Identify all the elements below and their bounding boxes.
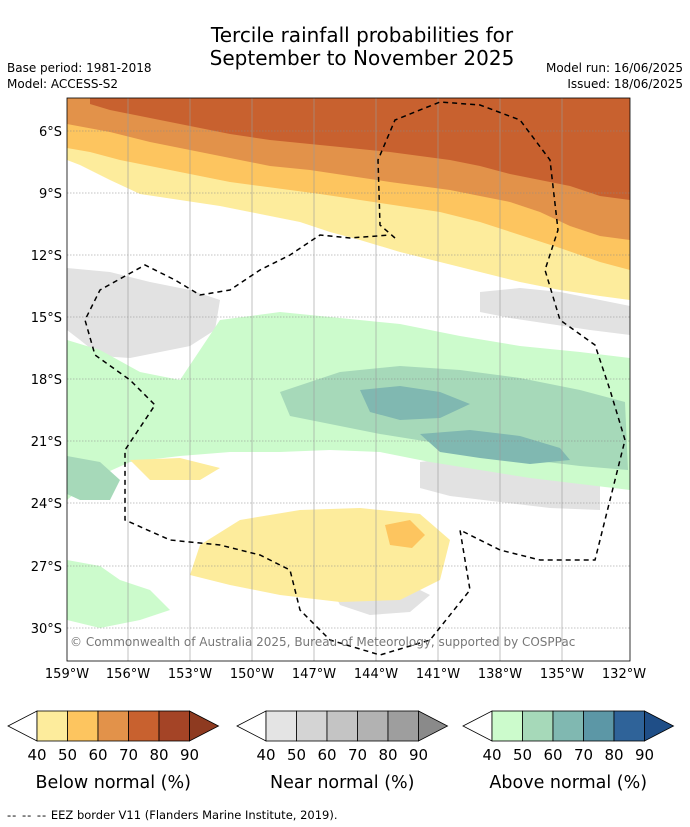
lon-label: 135°W [540, 667, 584, 682]
colorbar-segment [491, 710, 523, 742]
footer-legend: -- -- -- EEZ border V11 (Flanders Marine… [7, 808, 338, 822]
eez-legend-text: EEZ border V11 (Flanders Marine Institut… [50, 808, 338, 822]
colorbar-tick-label: 80 [378, 746, 397, 764]
above-normal-50-west [67, 456, 120, 500]
meta-left: Base period: 1981-2018 Model: ACCESS-S2 [7, 60, 152, 92]
colorbar-segment [583, 710, 615, 742]
colorbar-segment [97, 710, 129, 742]
lat-label: 18°S [31, 373, 62, 388]
colorbar-segment [613, 710, 645, 742]
lon-label: 153°W [168, 667, 212, 682]
colorbar-1: 40 50 60 70 80 90 Below normal (%) [7, 710, 220, 793]
lon-label: 144°W [354, 667, 398, 682]
colorbars: 40 50 60 70 80 90 Below normal (%) 40 50 60 70 80 90… [7, 710, 675, 793]
colorbar-tick-label: 90 [409, 746, 428, 764]
colorbar-segment [158, 710, 190, 742]
colorbar-2: 40 50 60 70 80 90 Near normal (%) [236, 710, 449, 793]
lat-label: 30°S [31, 622, 62, 637]
colorbar-segment [326, 710, 358, 742]
lon-label: 150°W [230, 667, 274, 682]
map-area: © Commonwealth of Australia 2025, Bureau… [67, 98, 630, 661]
map-copyright: © Commonwealth of Australia 2025, Bureau… [70, 635, 575, 649]
colorbar-tick-label: 80 [149, 746, 168, 764]
colorbar-tick-label: 50 [58, 746, 77, 764]
colorbar-tick-label: 70 [348, 746, 367, 764]
lon-label: 138°W [478, 667, 522, 682]
colorbar-max-extend [644, 710, 675, 742]
colorbar-tick-label: 70 [119, 746, 138, 764]
colorbar-max-extend [418, 710, 449, 742]
near-normal-patch-west [67, 268, 220, 358]
colorbar-segment [128, 710, 160, 742]
model-name: Model: ACCESS-S2 [7, 77, 119, 91]
colorbar-segment [387, 710, 419, 742]
map-frame [66, 97, 631, 662]
colorbar-tick-label: 50 [513, 746, 532, 764]
colorbar-tick-label: 40 [482, 746, 501, 764]
meta-right: Model run: 16/06/2025 Issued: 18/06/2025 [546, 60, 683, 92]
colorbar-segment [522, 710, 554, 742]
near-normal-patch-east [480, 288, 630, 335]
lat-label: 12°S [31, 249, 62, 264]
below-normal-50-south [385, 520, 425, 548]
colorbar-max-extend [189, 710, 220, 742]
lat-label: 21°S [31, 435, 62, 450]
model-run: Model run: 16/06/2025 [545, 61, 683, 75]
colorbar-tick-label: 40 [27, 746, 46, 764]
colorbar-segment [357, 710, 389, 742]
colorbar-tick-label: 60 [88, 746, 107, 764]
colorbar-segment [67, 710, 99, 742]
base-period: Base period: 1981-2018 [7, 61, 152, 75]
colorbar-title: Above normal (%) [489, 773, 647, 793]
white-gap-band [67, 210, 630, 350]
colorbar-segment [265, 710, 297, 742]
colorbar-title: Near normal (%) [270, 773, 415, 793]
colorbar-min-extend [462, 710, 493, 742]
lat-label: 27°S [31, 560, 62, 575]
eez-border [84, 101, 626, 656]
above-normal-60-core [360, 386, 470, 420]
colorbar-3: 40 50 60 70 80 90 Above normal (%) [462, 710, 675, 793]
above-normal-40-south [67, 560, 170, 628]
below-normal-40-south [190, 508, 450, 602]
eez-dash-sample: -- -- -- [7, 808, 48, 822]
colorbar-segment [552, 710, 584, 742]
lon-label: 159°W [45, 667, 89, 682]
colorbar-tick-label: 90 [635, 746, 654, 764]
colorbar-title: Below normal (%) [36, 773, 191, 793]
issued-date: Issued: 18/06/2025 [567, 77, 683, 91]
colorbar-segment [296, 710, 328, 742]
lon-label: 132°W [602, 667, 646, 682]
colorbar-tick-label: 90 [180, 746, 199, 764]
colorbar-min-extend [236, 710, 267, 742]
lat-labels: 6°S 9°S 12°S 15°S 18°S 21°S 24°S 27°S 30… [31, 125, 62, 637]
colorbar-min-extend [7, 710, 38, 742]
lon-label: 147°W [292, 667, 336, 682]
lat-label: 6°S [39, 125, 62, 140]
above-normal-60-east [420, 430, 570, 464]
lat-label: 9°S [39, 187, 62, 202]
title-line-2: September to November 2025 [209, 46, 515, 70]
lat-label: 24°S [31, 497, 62, 512]
title-line-1: Tercile rainfall probabilities for [210, 23, 514, 47]
lon-label: 156°W [106, 667, 150, 682]
colorbar-tick-label: 50 [287, 746, 306, 764]
lon-label: 141°W [416, 667, 460, 682]
map-grid [67, 130, 630, 629]
colorbar-tick-label: 80 [604, 746, 623, 764]
colorbar-tick-label: 70 [574, 746, 593, 764]
page-title: Tercile rainfall probabilities for Septe… [0, 24, 690, 70]
colorbar-tick-label: 40 [256, 746, 275, 764]
lon-labels: 159°W 156°W 153°W 150°W 147°W 144°W 141°… [45, 667, 646, 682]
below-normal-40-south-2 [130, 458, 220, 480]
map-meridians [127, 98, 563, 661]
colorbar-tick-label: 60 [543, 746, 562, 764]
colorbar-tick-label: 60 [317, 746, 336, 764]
lat-label: 15°S [31, 311, 62, 326]
colorbar-segment [36, 710, 68, 742]
below-normal-70-band [90, 98, 630, 200]
